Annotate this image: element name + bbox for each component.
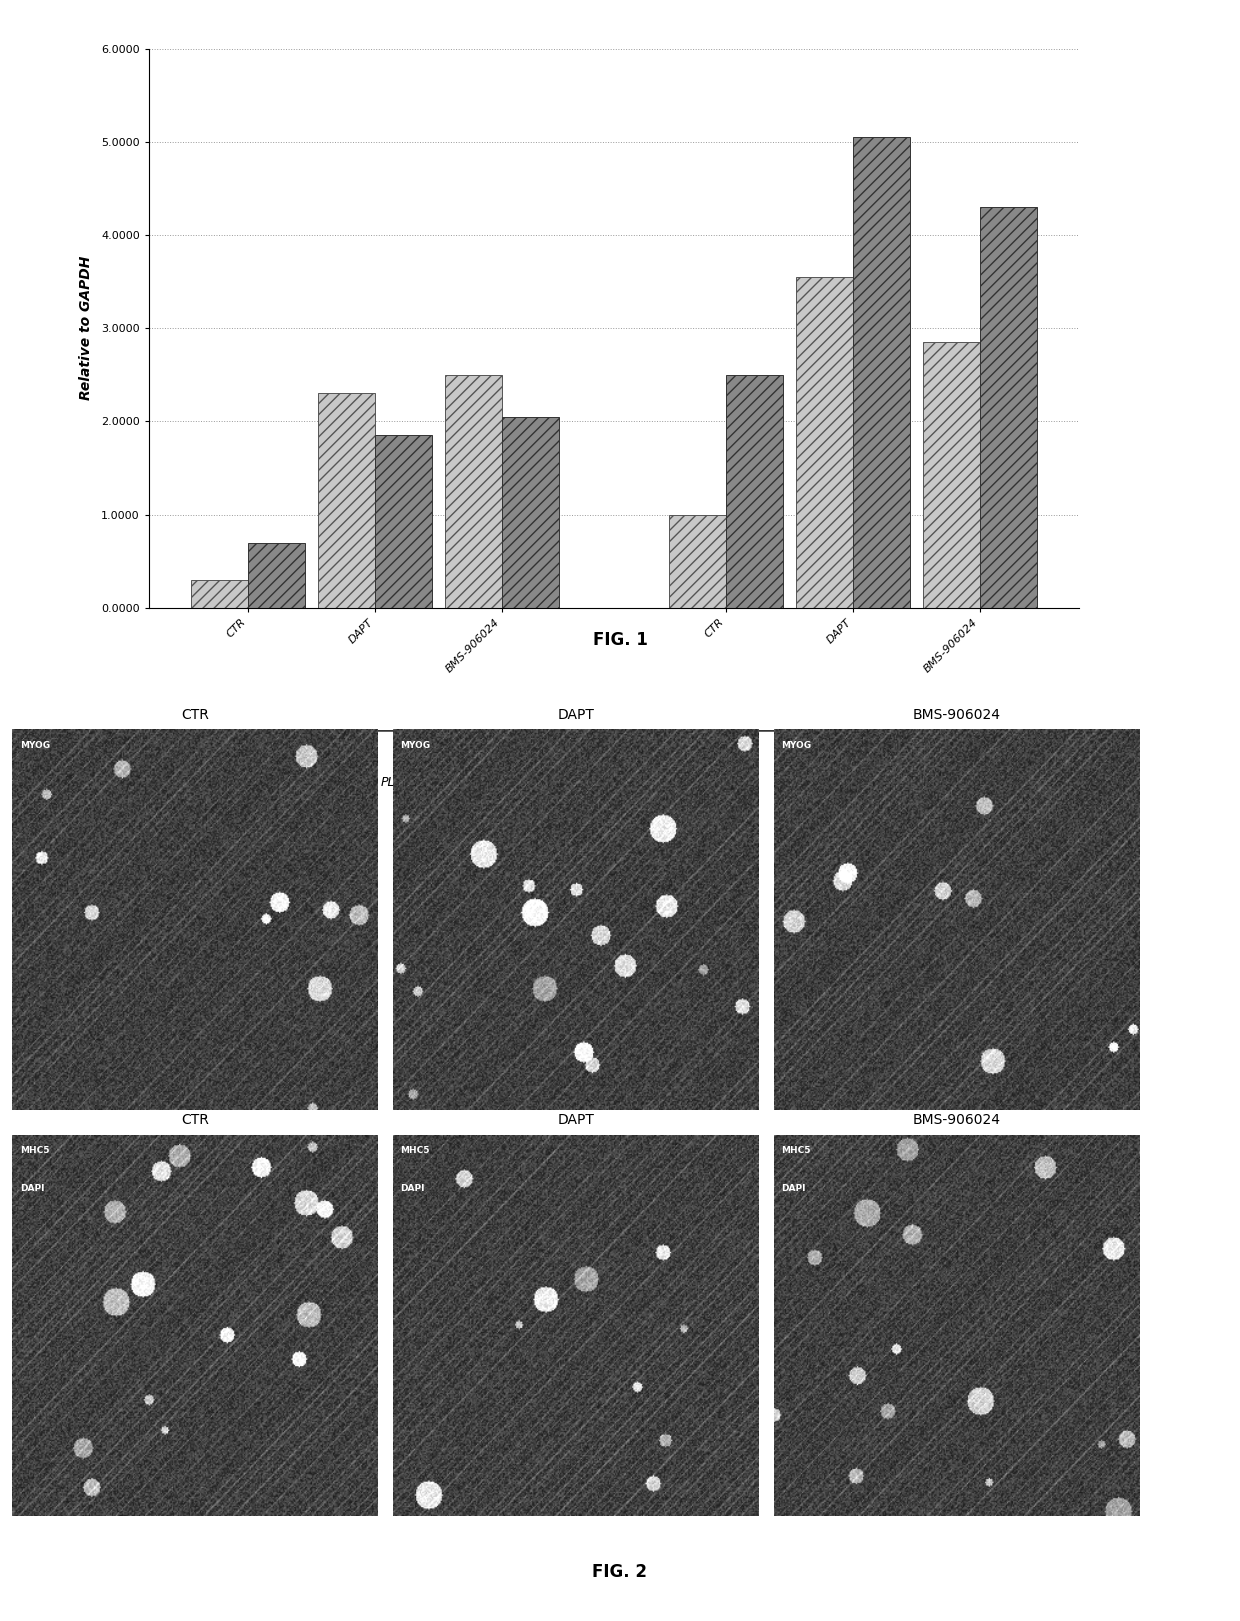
Bar: [248, 543, 305, 608]
Text: MHC5: MHC5: [781, 1146, 811, 1156]
Text: MYOG: MYOG: [401, 741, 430, 751]
Bar: [853, 138, 910, 608]
Text: MHC5: MHC5: [20, 1146, 50, 1156]
Bar: [670, 515, 725, 608]
Text: BMS-906024: BMS-906024: [913, 708, 1001, 721]
Text: CTR: CTR: [181, 1114, 210, 1127]
Text: FIG. 2: FIG. 2: [593, 1563, 647, 1582]
Y-axis label: Relative to GAPDH: Relative to GAPDH: [78, 256, 93, 400]
Text: DAPT: DAPT: [558, 1114, 594, 1127]
Text: MYOG: MYOG: [781, 741, 811, 751]
Text: DAPI: DAPI: [401, 1185, 425, 1193]
Text: BMS-906024: BMS-906024: [913, 1114, 1001, 1127]
Text: MHC5: MHC5: [401, 1146, 430, 1156]
Text: CTR: CTR: [181, 708, 210, 721]
Text: FIG. 1: FIG. 1: [593, 631, 647, 650]
Text: PLZ-iPS: PLZ-iPS: [381, 776, 427, 789]
Bar: [191, 580, 248, 608]
Bar: [317, 394, 374, 608]
Text: H9-ES: H9-ES: [863, 776, 900, 789]
Text: MYOG: MYOG: [20, 741, 50, 751]
Text: DAPT: DAPT: [558, 708, 594, 721]
Text: DAPI: DAPI: [20, 1185, 45, 1193]
Bar: [923, 342, 980, 608]
Bar: [374, 436, 432, 608]
Bar: [502, 417, 558, 608]
Bar: [796, 277, 853, 608]
Bar: [445, 374, 502, 608]
Text: DAPI: DAPI: [781, 1185, 806, 1193]
Bar: [725, 374, 782, 608]
Bar: [980, 207, 1037, 608]
